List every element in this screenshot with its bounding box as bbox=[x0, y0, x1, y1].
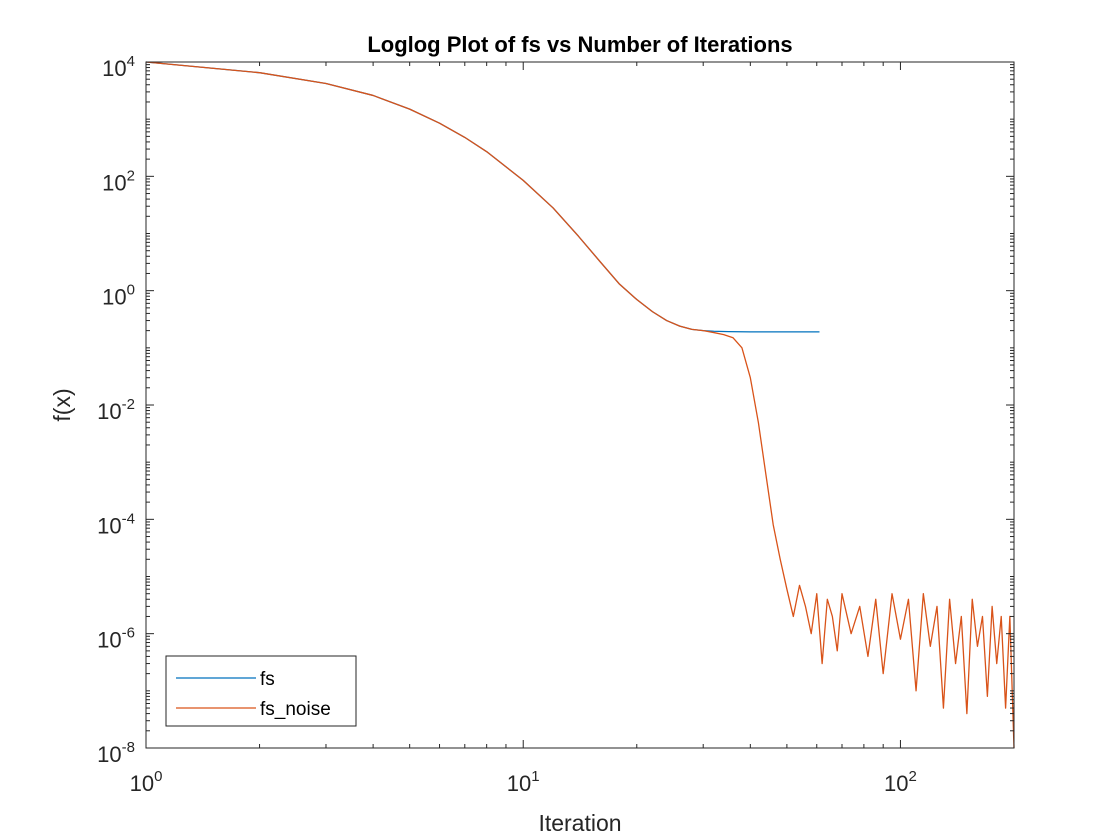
y-tick-label: 10-8 bbox=[97, 739, 135, 767]
legend-label-fs: fs bbox=[260, 669, 275, 690]
y-tick-label: 10-2 bbox=[97, 396, 135, 424]
y-tick-label: 102 bbox=[102, 167, 135, 195]
y-tick-label: 10-4 bbox=[97, 510, 135, 538]
chart-title: Loglog Plot of fs vs Number of Iteration… bbox=[367, 32, 792, 57]
y-tick-label: 104 bbox=[102, 53, 135, 81]
legend-box bbox=[165, 655, 357, 727]
series-layer bbox=[145, 61, 1015, 749]
legend: fs fs_noise bbox=[165, 655, 357, 727]
x-axis-label: Iteration bbox=[538, 810, 621, 836]
y-tick-label: 10-6 bbox=[97, 625, 135, 653]
legend-label-fs-noise: fs_noise bbox=[260, 699, 331, 720]
axes-layer: 100 101 102 10-8 10-6 10-4 10-2 100 102 104 bbox=[97, 53, 1015, 796]
x-tick-label: 100 bbox=[130, 768, 163, 796]
x-tick-label: 102 bbox=[884, 768, 917, 796]
y-tick-label: 100 bbox=[102, 282, 135, 310]
x-tick-label: 101 bbox=[507, 768, 540, 796]
series-line-fs-noise bbox=[145, 61, 1015, 749]
plot-area bbox=[146, 62, 1014, 748]
y-axis-label: f(x) bbox=[49, 388, 75, 421]
